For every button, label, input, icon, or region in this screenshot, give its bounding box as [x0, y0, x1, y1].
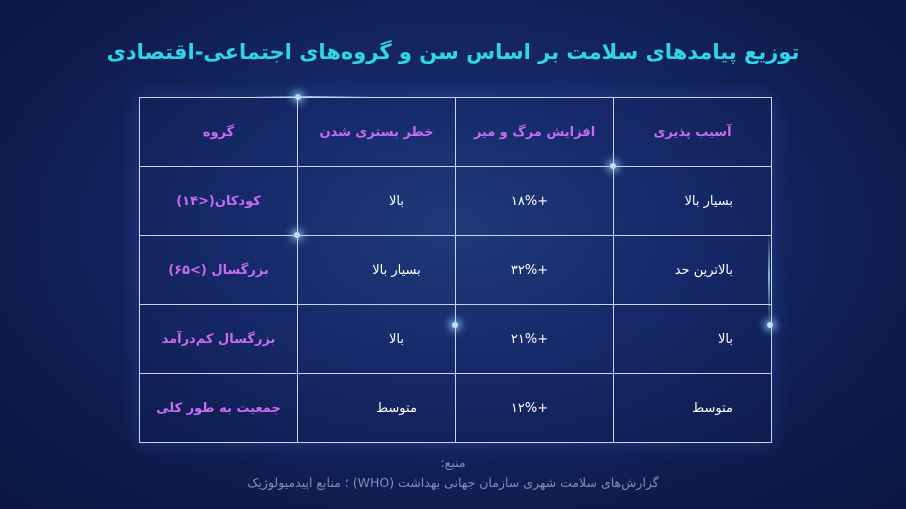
table-row: بالاترین حد +۳۲% بسیار بالا بزرگسال (>۶۵… — [139, 235, 772, 305]
cell-vulnerability: بالاترین حد — [613, 235, 772, 305]
health-outcomes-table: آسیب پذیری افزایش مرگ و میر خطر بستری شد… — [139, 97, 772, 443]
cell-group: بزرگسال (>۶۵) — [139, 235, 298, 305]
cell-vulnerability: بسیار بالا — [613, 166, 772, 236]
page-title: توزیع پیامدهای سلامت بر اساس سن و گروه‌ه… — [106, 40, 800, 64]
cell-group: جمعیت به طور کلی — [139, 373, 298, 443]
header-group: گروه — [139, 97, 298, 167]
source-label: منبع: — [440, 455, 466, 470]
cell-group: بزرگسال کم‌درآمد — [139, 304, 298, 374]
cell-mortality: +۲۱% — [455, 304, 614, 374]
cell-vulnerability: بالا — [613, 304, 772, 374]
header-mortality: افزایش مرگ و میر — [455, 97, 614, 167]
cell-hospitalization: بالا — [297, 304, 456, 374]
source-text: گزارش‌های سلامت شهری سازمان جهانی بهداشت… — [247, 475, 659, 490]
cell-hospitalization: بالا — [297, 166, 456, 236]
cell-vulnerability: متوسط — [613, 373, 772, 443]
cell-hospitalization: متوسط — [297, 373, 456, 443]
table-row: متوسط +۱۲% متوسط جمعیت به طور کلی — [139, 373, 772, 443]
cell-mortality: +۳۲% — [455, 235, 614, 305]
header-vulnerability: آسیب پذیری — [613, 97, 772, 167]
table-header-row: آسیب پذیری افزایش مرگ و میر خطر بستری شد… — [139, 97, 772, 167]
table-row: بالا +۲۱% بالا بزرگسال کم‌درآمد — [139, 304, 772, 374]
table-row: بسیار بالا +۱۸% بالا کودکان(<۱۴) — [139, 166, 772, 236]
cell-mortality: +۱۲% — [455, 373, 614, 443]
header-hospitalization: خطر بستری شدن — [297, 97, 456, 167]
cell-hospitalization: بسیار بالا — [297, 235, 456, 305]
cell-mortality: +۱۸% — [455, 166, 614, 236]
cell-group: کودکان(<۱۴) — [139, 166, 298, 236]
